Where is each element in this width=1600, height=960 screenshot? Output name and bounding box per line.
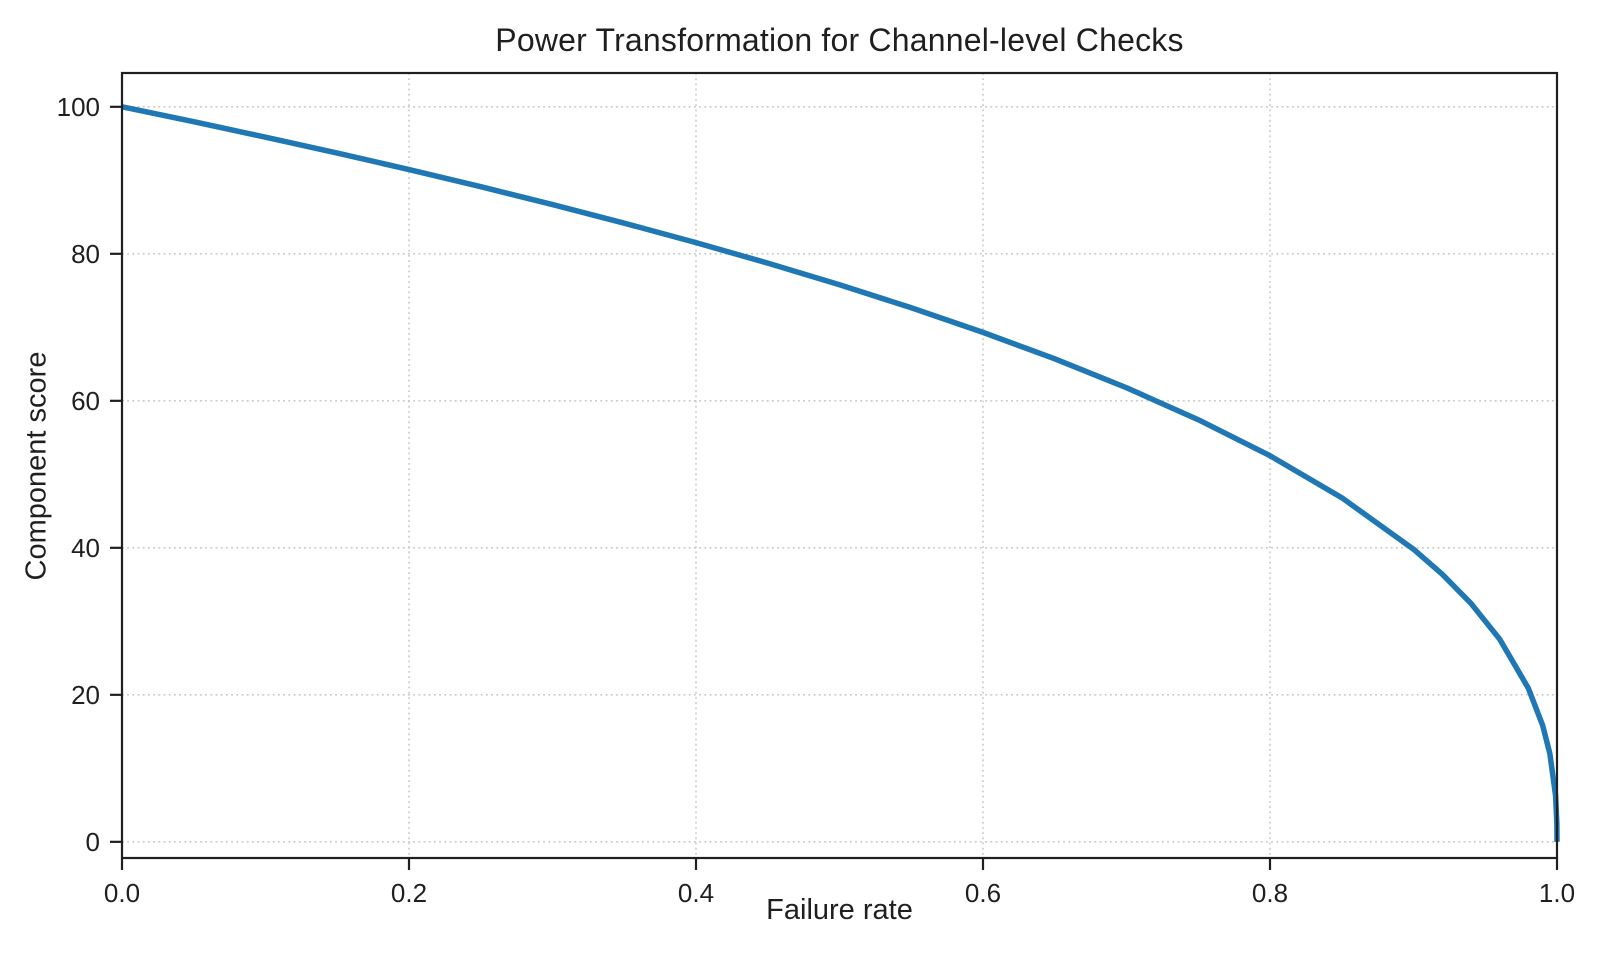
x-tick-label: 0.2 xyxy=(391,878,427,908)
y-tick-label: 80 xyxy=(71,239,100,269)
x-axis-label: Failure rate xyxy=(766,894,913,926)
x-tick-label: 0.6 xyxy=(965,878,1001,908)
x-tick-label: 0.8 xyxy=(1252,878,1288,908)
x-tick-label: 0.0 xyxy=(104,878,140,908)
y-tick-label: 20 xyxy=(71,680,100,710)
y-tick-label: 60 xyxy=(71,386,100,416)
y-tick-label: 0 xyxy=(86,827,100,857)
y-tick-label: 40 xyxy=(71,533,100,563)
x-tick-label: 1.0 xyxy=(1539,878,1575,908)
chart-title: Power Transformation for Channel-level C… xyxy=(495,22,1184,58)
y-axis-label: Component score xyxy=(20,351,53,581)
y-tick-label: 100 xyxy=(57,92,100,122)
x-tick-label: 0.4 xyxy=(678,878,714,908)
axes-spines xyxy=(120,71,1559,860)
component-score-curve xyxy=(121,104,1560,842)
